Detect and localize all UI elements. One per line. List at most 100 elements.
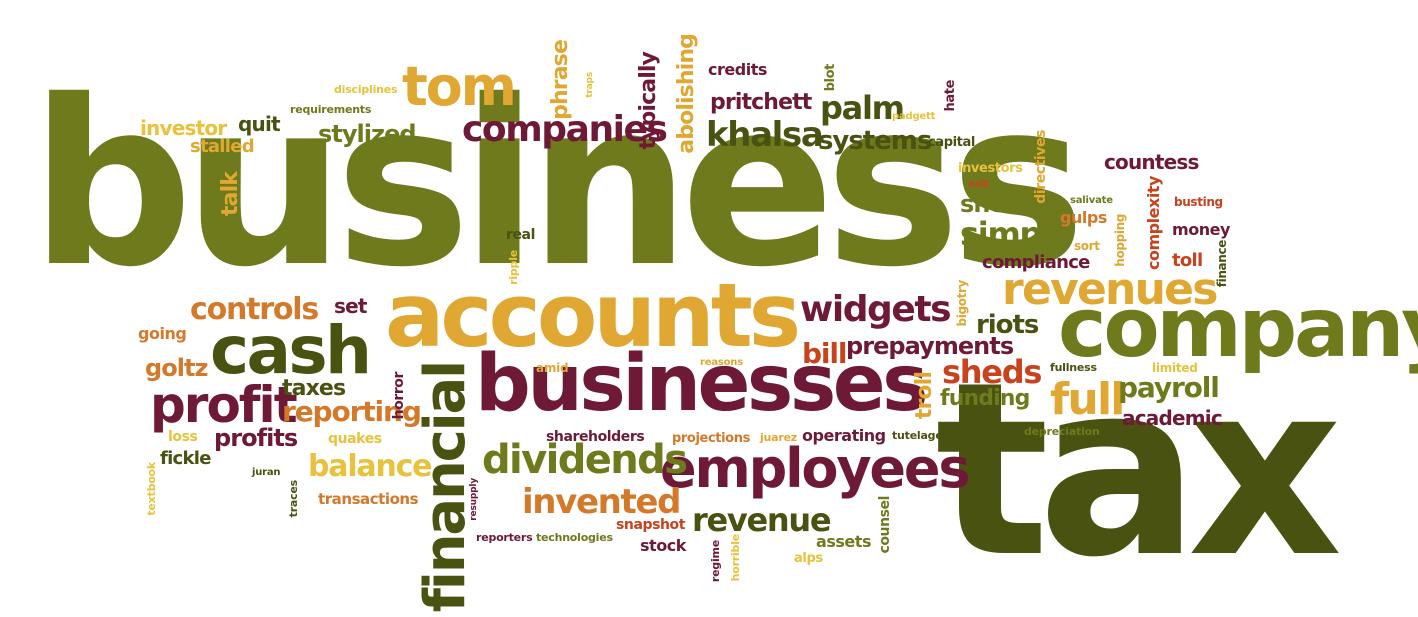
word-invented: invented	[522, 482, 681, 522]
word-reporting: reporting	[282, 395, 422, 428]
word-bigotry: bigotry	[955, 280, 969, 327]
word-systems: systems	[818, 126, 932, 156]
word-juarez: juarez	[760, 431, 797, 444]
word-business: business	[30, 51, 1086, 317]
word-talk: talk	[218, 172, 243, 217]
word-counsel: counsel	[877, 496, 893, 554]
word-abolishing: abolishing	[674, 34, 699, 154]
word-riots: riots	[976, 310, 1039, 340]
word-investor: investor	[140, 116, 227, 140]
word-stylized: stylized	[318, 120, 417, 148]
word-complexity: complexity	[1144, 176, 1163, 271]
word-companies: companies	[462, 109, 668, 150]
word-sort: sort	[1074, 239, 1100, 253]
word-hopping: hopping	[1113, 214, 1127, 267]
word-widgets: widgets	[800, 289, 952, 330]
word-gulps: gulps	[1060, 208, 1107, 227]
word-technologies: technologies	[536, 531, 613, 544]
word-tax: tax	[935, 330, 1342, 610]
word-khalsa: khalsa	[706, 115, 824, 155]
word-toll: toll	[1172, 250, 1203, 271]
word-depreciation: depreciation	[1024, 425, 1100, 438]
word-set: set	[334, 294, 367, 318]
word-directives: directives	[1033, 130, 1049, 204]
word-payroll: payroll	[1118, 371, 1220, 404]
word-ripple: ripple	[507, 250, 520, 285]
word-company: company	[1058, 281, 1418, 376]
word-requirements: requirements	[290, 103, 372, 116]
word-controls: controls	[190, 292, 319, 327]
word-blot: blot	[823, 64, 838, 92]
word-goltz: goltz	[145, 354, 208, 382]
word-sheet: sheet	[960, 190, 1032, 218]
word-funding: funding	[940, 386, 1030, 411]
word-compliance: compliance	[982, 252, 1090, 273]
word-fullness: fullness	[1050, 361, 1097, 374]
word-textbook: textbook	[145, 462, 158, 516]
word-going: going	[138, 324, 187, 343]
word-projections: projections	[672, 431, 750, 446]
word-countess: countess	[1104, 150, 1199, 174]
word-troll: troll	[912, 372, 937, 420]
word-financial: financial	[413, 362, 478, 613]
word-snapshot: snapshot	[616, 517, 686, 533]
word-employees: employees	[660, 437, 970, 500]
word-investors: investors	[958, 161, 1023, 176]
word-businesses: businesses	[475, 339, 929, 429]
word-hate: hate	[943, 80, 958, 112]
word-busting: busting	[1174, 195, 1223, 209]
word-reporters: reporters	[476, 531, 533, 544]
word-horror: horror	[391, 372, 407, 420]
word-alps: alps	[794, 551, 823, 566]
word-disciplines: disciplines	[334, 83, 398, 96]
word-transactions: transactions	[318, 490, 419, 508]
word-balance: balance	[308, 449, 433, 484]
word-traces: traces	[287, 480, 300, 518]
word-cash: cash	[210, 312, 372, 389]
word-loss: loss	[168, 429, 198, 445]
word-money: money	[1172, 220, 1230, 239]
word-capital: capital	[928, 135, 975, 150]
word-real: real	[506, 227, 535, 243]
word-bill: bill	[802, 337, 847, 370]
word-dividends: dividends	[482, 437, 688, 483]
word-juran: juran	[252, 467, 281, 478]
word-reasons: reasons	[700, 357, 743, 368]
word-palm: palm	[820, 89, 905, 127]
word-accounts: accounts	[385, 264, 801, 367]
word-regime: regime	[709, 540, 722, 583]
word-traps: traps	[585, 72, 595, 98]
word-assets: assets	[816, 532, 871, 551]
word-exit: exit	[968, 179, 989, 190]
word-credits: credits	[708, 60, 767, 79]
word-academic: academic	[1122, 406, 1223, 430]
word-quit: quit	[238, 112, 281, 136]
word-shareholders: shareholders	[546, 429, 645, 445]
word-taxes: taxes	[282, 376, 346, 401]
word-profit: profit	[150, 376, 298, 434]
word-fickle: fickle	[160, 448, 211, 469]
word-pritchett: pritchett	[710, 90, 812, 115]
word-tutelage: tutelage	[892, 429, 943, 442]
word-limited: limited	[1152, 361, 1198, 375]
word-horrible: horrible	[729, 534, 742, 582]
word-resupply: resupply	[469, 478, 479, 521]
word-sheds: sheds	[942, 353, 1042, 391]
word-amid: amid	[536, 361, 569, 375]
word-finance: finance	[1215, 240, 1229, 288]
word-revenues: revenues	[1002, 264, 1218, 315]
word-tom: tom	[402, 55, 517, 118]
word-phrase: phrase	[548, 40, 573, 120]
word-simple: simple	[960, 215, 1073, 253]
word-quakes: quakes	[328, 431, 382, 447]
word-operating: operating	[802, 426, 886, 445]
word-prepayments: prepayments	[846, 332, 1014, 360]
word-profits: profits	[214, 424, 298, 452]
word-stalled: stalled	[190, 136, 255, 157]
word-salivate: salivate	[1070, 195, 1113, 206]
word-revenue: revenue	[692, 501, 832, 539]
word-full: full	[1050, 374, 1125, 425]
word-stock: stock	[640, 536, 686, 555]
word-typically: typically	[636, 52, 661, 150]
